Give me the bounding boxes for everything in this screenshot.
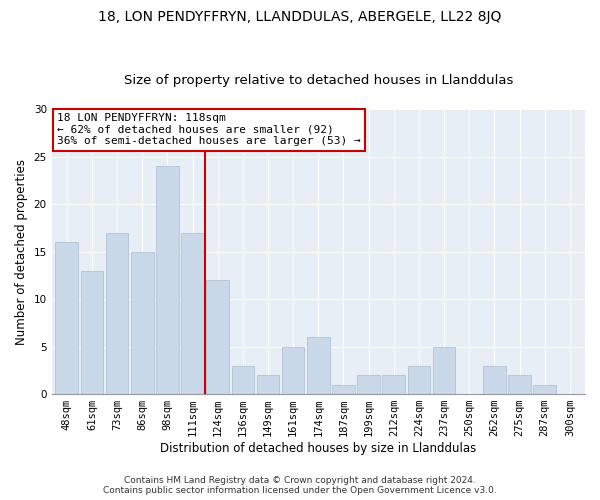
Bar bbox=[332, 384, 355, 394]
Bar bbox=[282, 346, 304, 394]
Bar bbox=[382, 375, 405, 394]
Bar bbox=[181, 232, 204, 394]
Text: 18 LON PENDYFFRYN: 118sqm
← 62% of detached houses are smaller (92)
36% of semi-: 18 LON PENDYFFRYN: 118sqm ← 62% of detac… bbox=[57, 114, 361, 146]
Bar bbox=[407, 366, 430, 394]
Text: Contains HM Land Registry data © Crown copyright and database right 2024.
Contai: Contains HM Land Registry data © Crown c… bbox=[103, 476, 497, 495]
Bar bbox=[433, 346, 455, 394]
Bar bbox=[483, 366, 506, 394]
Bar bbox=[232, 366, 254, 394]
Bar bbox=[307, 337, 329, 394]
Bar bbox=[55, 242, 78, 394]
Bar bbox=[80, 270, 103, 394]
Text: 18, LON PENDYFFRYN, LLANDDULAS, ABERGELE, LL22 8JQ: 18, LON PENDYFFRYN, LLANDDULAS, ABERGELE… bbox=[98, 10, 502, 24]
Bar bbox=[106, 232, 128, 394]
Bar bbox=[257, 375, 280, 394]
Bar bbox=[508, 375, 531, 394]
Bar bbox=[156, 166, 179, 394]
Bar bbox=[358, 375, 380, 394]
Bar bbox=[131, 252, 154, 394]
Bar bbox=[533, 384, 556, 394]
Y-axis label: Number of detached properties: Number of detached properties bbox=[15, 158, 28, 344]
Title: Size of property relative to detached houses in Llanddulas: Size of property relative to detached ho… bbox=[124, 74, 513, 87]
Bar bbox=[206, 280, 229, 394]
X-axis label: Distribution of detached houses by size in Llanddulas: Distribution of detached houses by size … bbox=[160, 442, 476, 455]
